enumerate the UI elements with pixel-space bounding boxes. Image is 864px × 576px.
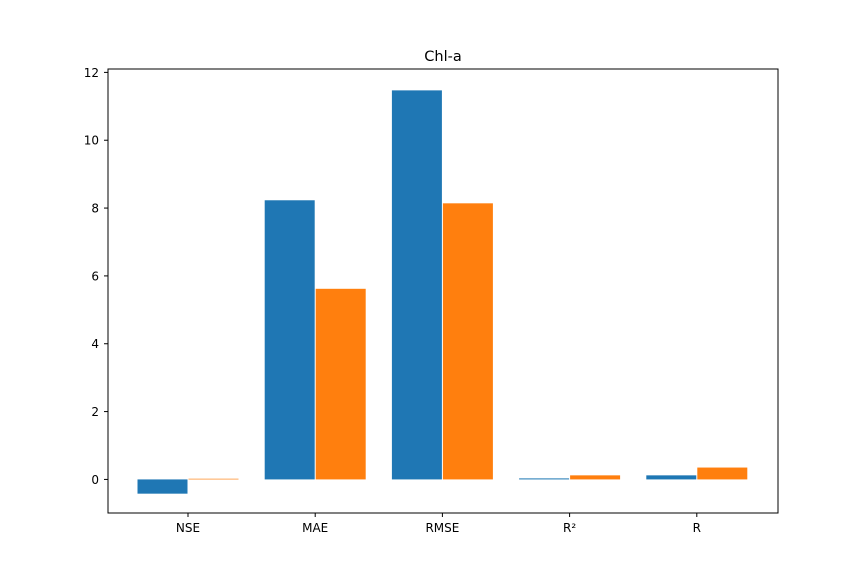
bar-series1-mae	[264, 200, 315, 480]
y-tick-label: 4	[91, 337, 99, 351]
plot-frame	[107, 68, 779, 514]
x-axis: NSE MAE RMSE R² R	[176, 513, 701, 535]
chart-title: Chl-a	[424, 49, 461, 65]
y-tick-label: 10	[84, 134, 99, 148]
x-tick-label: RMSE	[425, 521, 459, 535]
bar-series1-r	[646, 475, 697, 480]
bar-series1-rmse	[391, 90, 442, 480]
bar-series2-rmse	[442, 203, 493, 480]
bar-series2-r	[570, 475, 621, 480]
y-tick-label: 2	[91, 405, 99, 419]
bar-series1-nse	[137, 479, 188, 494]
bars-group	[137, 90, 748, 494]
bar-series1-r	[519, 478, 570, 480]
y-axis: 0 2 4 6 8 10 12	[84, 66, 108, 487]
bar-series2-nse	[188, 478, 239, 480]
x-tick-label: NSE	[176, 521, 200, 535]
y-tick-label: 6	[91, 269, 99, 283]
y-tick-label: 12	[84, 66, 99, 80]
bar-series2-mae	[315, 288, 366, 480]
bar-series2-r	[697, 467, 748, 480]
y-tick-label: 0	[91, 473, 99, 487]
x-tick-label: MAE	[302, 521, 328, 535]
x-tick-label: R	[693, 521, 701, 535]
x-tick-label: R²	[563, 521, 576, 535]
y-tick-label: 8	[91, 202, 99, 216]
